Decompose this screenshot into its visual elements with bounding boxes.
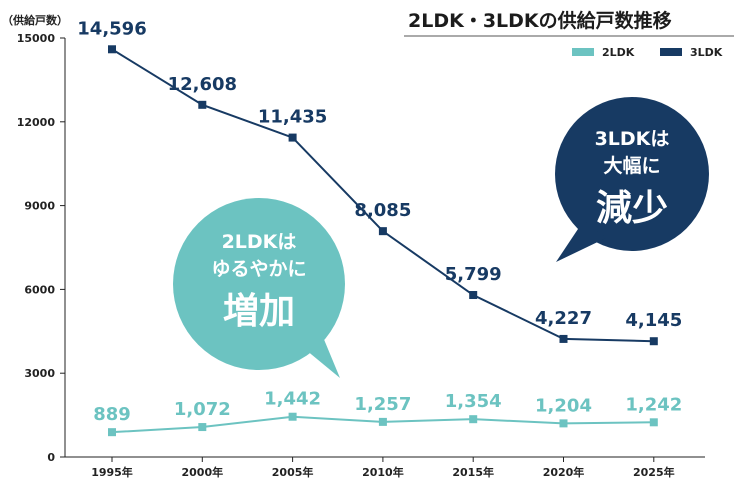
bubble-2ldk-emphasis: 増加	[223, 291, 295, 332]
data-point-2ldk	[559, 419, 568, 428]
annotation-bubble-2ldk: 2LDKは ゆるやかに 増加	[173, 198, 345, 378]
data-label-2ldk: 1,204	[535, 395, 592, 416]
bubble-2ldk-line2: ゆるやかに	[211, 258, 306, 280]
data-point-3ldk	[378, 227, 387, 236]
data-label-2ldk: 1,442	[264, 389, 321, 410]
bubble-3ldk-emphasis: 減少	[596, 188, 668, 229]
data-label-2ldk: 1,072	[174, 399, 231, 420]
bubble-3ldk-line2: 大幅に	[603, 154, 660, 177]
bubble-2ldk-circle	[173, 198, 345, 370]
data-point-2ldk	[198, 423, 207, 432]
data-point-3ldk	[108, 45, 116, 54]
data-label-2ldk: 889	[93, 404, 131, 425]
bubble-3ldk-line1: 3LDKは	[595, 128, 670, 150]
x-tick-label: 2015年	[452, 465, 494, 479]
y-tick-label: 9000	[24, 200, 55, 213]
x-ticks: 1995年 2000年 2005年 2010年 2015年 2020年 2025年	[91, 457, 675, 479]
data-point-3ldk	[649, 337, 658, 346]
chart-title: 2LDK・3LDKの供給戸数推移	[408, 9, 672, 32]
y-tick-label: 15000	[17, 32, 56, 45]
legend-swatch-2ldk	[572, 48, 594, 56]
data-label-3ldk: 12,608	[168, 74, 237, 95]
x-tick-label: 2010年	[362, 465, 404, 479]
data-point-3ldk	[559, 334, 568, 343]
data-label-3ldk: 5,799	[445, 264, 502, 285]
data-point-3ldk	[198, 100, 207, 109]
legend-label-3ldk: 3LDK	[690, 46, 723, 59]
data-point-3ldk	[288, 133, 297, 142]
data-label-2ldk: 1,242	[625, 394, 682, 415]
x-tick-label: 1995年	[91, 465, 133, 479]
y-ticks: 0 3000 6000 9000 12000 15000	[17, 32, 65, 464]
legend-label-2ldk: 2LDK	[602, 46, 635, 59]
data-point-3ldk	[469, 291, 478, 300]
bubble-2ldk-tail	[300, 325, 340, 378]
legend: 2LDK 3LDK	[572, 46, 723, 59]
data-label-3ldk: 4,227	[535, 308, 592, 329]
y-tick-label: 6000	[24, 283, 55, 296]
data-label-3ldk: 14,596	[77, 18, 146, 39]
x-tick-label: 2000年	[181, 465, 223, 479]
legend-swatch-3ldk	[660, 48, 682, 56]
data-point-2ldk	[288, 412, 297, 421]
bubble-3ldk-circle	[555, 97, 709, 251]
data-point-2ldk	[469, 415, 478, 424]
x-tick-label: 2020年	[543, 465, 585, 479]
data-point-2ldk	[108, 428, 116, 437]
data-label-3ldk: 8,085	[354, 200, 411, 221]
bubble-3ldk-tail	[556, 220, 606, 262]
x-tick-label: 2005年	[272, 465, 314, 479]
data-point-2ldk	[378, 417, 387, 426]
y-tick-label: 12000	[17, 116, 56, 129]
series-layer: 889 1,072 1,442 1,257 1,354 1,204 1,242 14,596 1…	[77, 18, 682, 437]
bubble-2ldk-line1: 2LDKは	[222, 231, 297, 253]
y-axis-label: （供給戸数）	[2, 13, 68, 27]
data-label-2ldk: 1,354	[445, 391, 502, 412]
data-label-3ldk: 11,435	[258, 107, 327, 128]
annotation-bubble-3ldk: 3LDKは 大幅に 減少	[555, 97, 709, 262]
data-point-2ldk	[649, 418, 658, 427]
y-tick-label: 3000	[24, 367, 55, 380]
data-label-2ldk: 1,257	[354, 394, 411, 415]
x-tick-label: 2025年	[633, 465, 675, 479]
data-label-3ldk: 4,145	[625, 310, 682, 331]
y-tick-label: 0	[47, 451, 55, 464]
